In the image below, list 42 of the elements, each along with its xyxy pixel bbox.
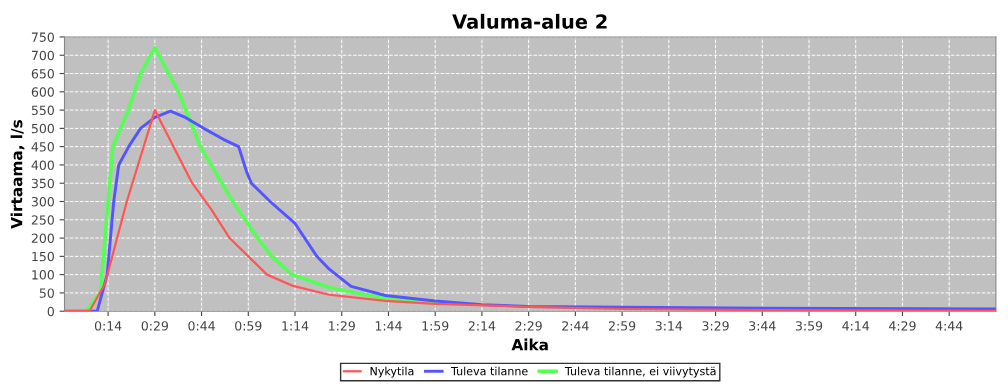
x-tick-label: 0:59 (235, 321, 262, 331)
x-tick-label: 1:14 (282, 321, 309, 331)
x-tick-label: 3:44 (749, 321, 776, 331)
x-tick-label: 4:29 (889, 321, 916, 331)
line-series (64, 46, 438, 312)
y-tick-label: 600 (31, 87, 54, 97)
x-tick-label: 1:29 (329, 321, 355, 331)
y-tick-label: 650 (31, 68, 54, 79)
x-tick-label: 0:14 (94, 321, 122, 331)
y-tick-label: 250 (31, 215, 54, 225)
x-tick-label: 3:29 (702, 321, 729, 331)
x-tick-label: 2:44 (562, 321, 589, 331)
legend-label: Tuleva tilanne, ei viivytystä (564, 366, 716, 378)
y-tick-label: 50 (39, 288, 54, 298)
x-tick-label: 3:59 (795, 321, 823, 331)
y-tick-label: 700 (31, 50, 54, 61)
legend-label: Nykytila (370, 366, 414, 378)
x-tick-label: 1:59 (422, 321, 449, 331)
y-tick-label: 750 (31, 32, 54, 42)
y-tick-label: 0 (47, 306, 54, 317)
y-tick-label: 200 (31, 233, 54, 243)
y-tick-label: 350 (31, 178, 54, 189)
x-tick-label: 2:29 (515, 321, 542, 331)
x-axis-title: Aika (511, 338, 548, 351)
y-tick-label: 150 (32, 251, 54, 262)
y-tick-label: 300 (31, 196, 54, 207)
x-tick-label: 0:44 (188, 321, 215, 331)
x-tick-label: 3:14 (655, 321, 683, 331)
y-tick-label: 100 (32, 270, 54, 280)
y-axis-title: Virtaama, l/s (10, 120, 25, 229)
x-tick-label: 2:14 (468, 321, 496, 331)
x-tick-label: 4:44 (935, 321, 963, 331)
y-tick-label: 400 (31, 160, 54, 170)
y-tick-label: 450 (31, 142, 54, 152)
x-tick-label: 2:59 (608, 321, 636, 331)
x-tick-label: 0:29 (141, 321, 168, 331)
legend-label: Tuleva tilanne (450, 366, 528, 376)
x-tick-label: 1:44 (375, 321, 402, 331)
y-tick-label: 550 (31, 105, 54, 116)
y-tick-label: 500 (31, 123, 54, 134)
x-tick-label: 4:14 (842, 321, 870, 331)
chart-title: Valuma-alue 2 (452, 13, 607, 29)
